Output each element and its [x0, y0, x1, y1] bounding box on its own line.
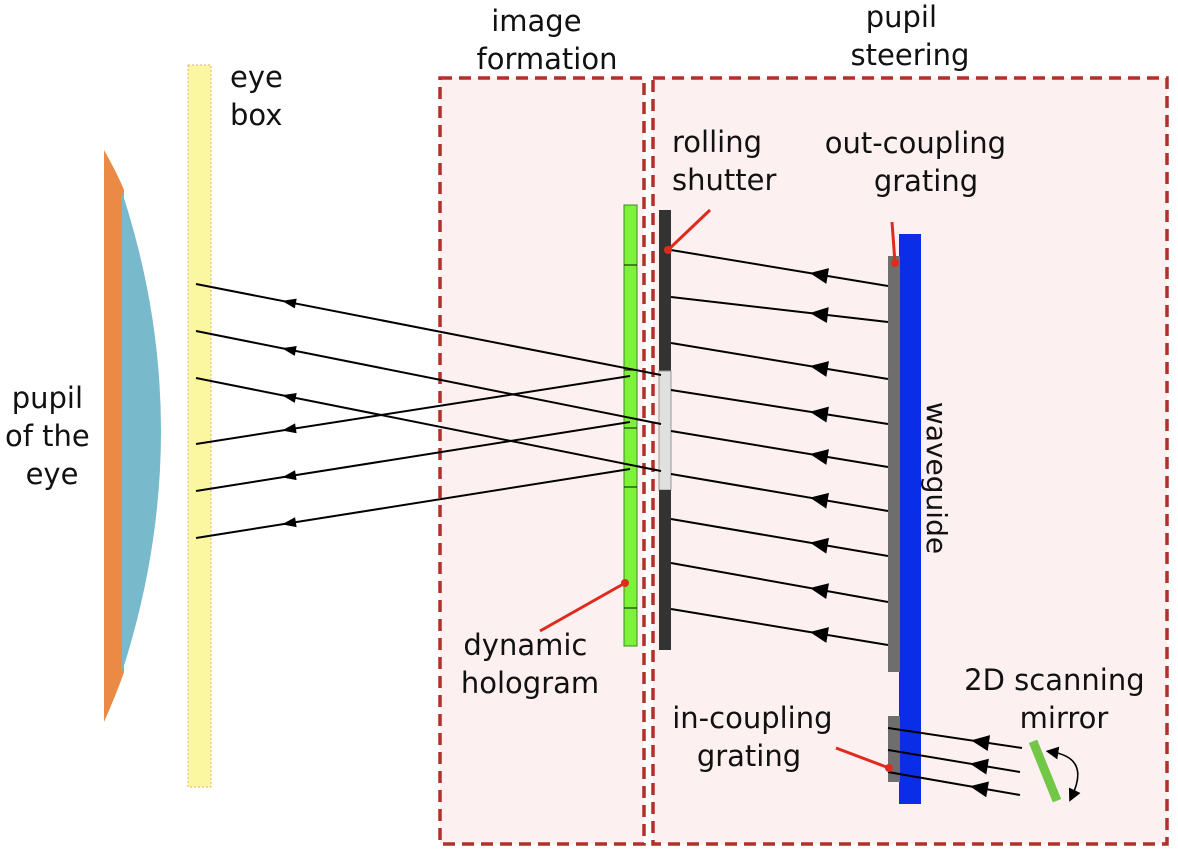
ray-grating-to-shutter — [670, 473, 889, 512]
in-coupling-grating-label: in-coupling grating — [672, 701, 842, 773]
waveguide-label: waveguide — [920, 402, 953, 554]
ray-mirror-to-in-coupling — [887, 727, 1023, 749]
scanning-mirror-label: 2D scanning mirror — [964, 663, 1154, 735]
ray-grating-to-shutter — [670, 296, 889, 323]
light-rays — [195, 249, 1023, 798]
ray-grating-to-shutter — [670, 562, 889, 603]
ray-grating-to-shutter — [670, 342, 889, 380]
ray-arrowhead — [282, 517, 297, 528]
ray-arrowhead — [809, 307, 829, 324]
dynamic-hologram-pointer — [539, 581, 626, 633]
ray-to-eye-box — [195, 375, 631, 445]
ray-arrowhead — [809, 492, 829, 509]
ray-grating-to-shutter — [670, 249, 889, 287]
rolling-shutter-top — [659, 210, 671, 371]
dynamic-hologram-label: dynamic hologram — [461, 628, 599, 700]
pupil-label: pupil of the eye — [5, 381, 99, 491]
ray-mirror-to-in-coupling — [887, 771, 1021, 796]
image-formation-label: image formation — [477, 4, 618, 76]
pointer-lines — [539, 208, 897, 770]
out-coupling-grating-label: out-coupling grating — [825, 126, 1016, 198]
ray-arrowhead — [809, 627, 829, 643]
curved-double-arrow-icon — [1045, 746, 1081, 802]
ray-arrowhead — [809, 268, 829, 284]
out-coupling-grating-bar — [888, 256, 900, 672]
ray-grating-to-shutter — [670, 389, 889, 425]
ray-arrowhead — [282, 470, 297, 481]
ray-arrowhead — [969, 758, 989, 775]
rolling-shutter-open-window — [658, 370, 672, 491]
ray-arrowhead — [809, 583, 830, 600]
out-coupling-pointer — [890, 221, 897, 264]
ray-arrowhead — [971, 735, 991, 751]
in-coupling-pointer — [835, 746, 890, 770]
pupil-steering-label: pupil steering — [851, 0, 970, 72]
ray-to-eye-box — [195, 421, 631, 492]
rolling-shutter-label: rolling shutter — [672, 125, 776, 197]
eye-pupil-shape — [104, 150, 161, 722]
ray-mirror-to-in-coupling — [887, 749, 1021, 773]
ray-arrowhead — [809, 406, 829, 423]
rolling-shutter-bottom — [659, 490, 671, 650]
ray-grating-to-shutter — [670, 608, 889, 646]
ray-arrowhead — [282, 393, 297, 403]
ray-to-eye-box — [195, 377, 662, 472]
rolling-shutter-pointer — [666, 208, 712, 252]
ray-arrowhead — [282, 346, 297, 356]
pointer-dots — [621, 246, 899, 772]
ray-arrowhead — [282, 298, 297, 309]
ray-grating-to-shutter — [670, 518, 889, 557]
ray-to-eye-box — [195, 283, 662, 376]
eye-box-label: eye box — [230, 60, 292, 132]
dynamic-hologram-bar — [623, 204, 638, 647]
ray-grating-to-shutter — [670, 430, 889, 468]
eye-box-bar — [187, 64, 212, 788]
ray-to-eye-box — [195, 468, 631, 539]
waveguide-bar — [899, 234, 921, 804]
ray-arrowhead — [282, 423, 297, 434]
ray-arrowhead — [809, 537, 829, 554]
ray-arrowhead — [969, 781, 989, 798]
ray-arrowhead — [809, 449, 829, 465]
ray-to-eye-box — [195, 330, 662, 425]
ray-arrowhead — [809, 361, 829, 377]
